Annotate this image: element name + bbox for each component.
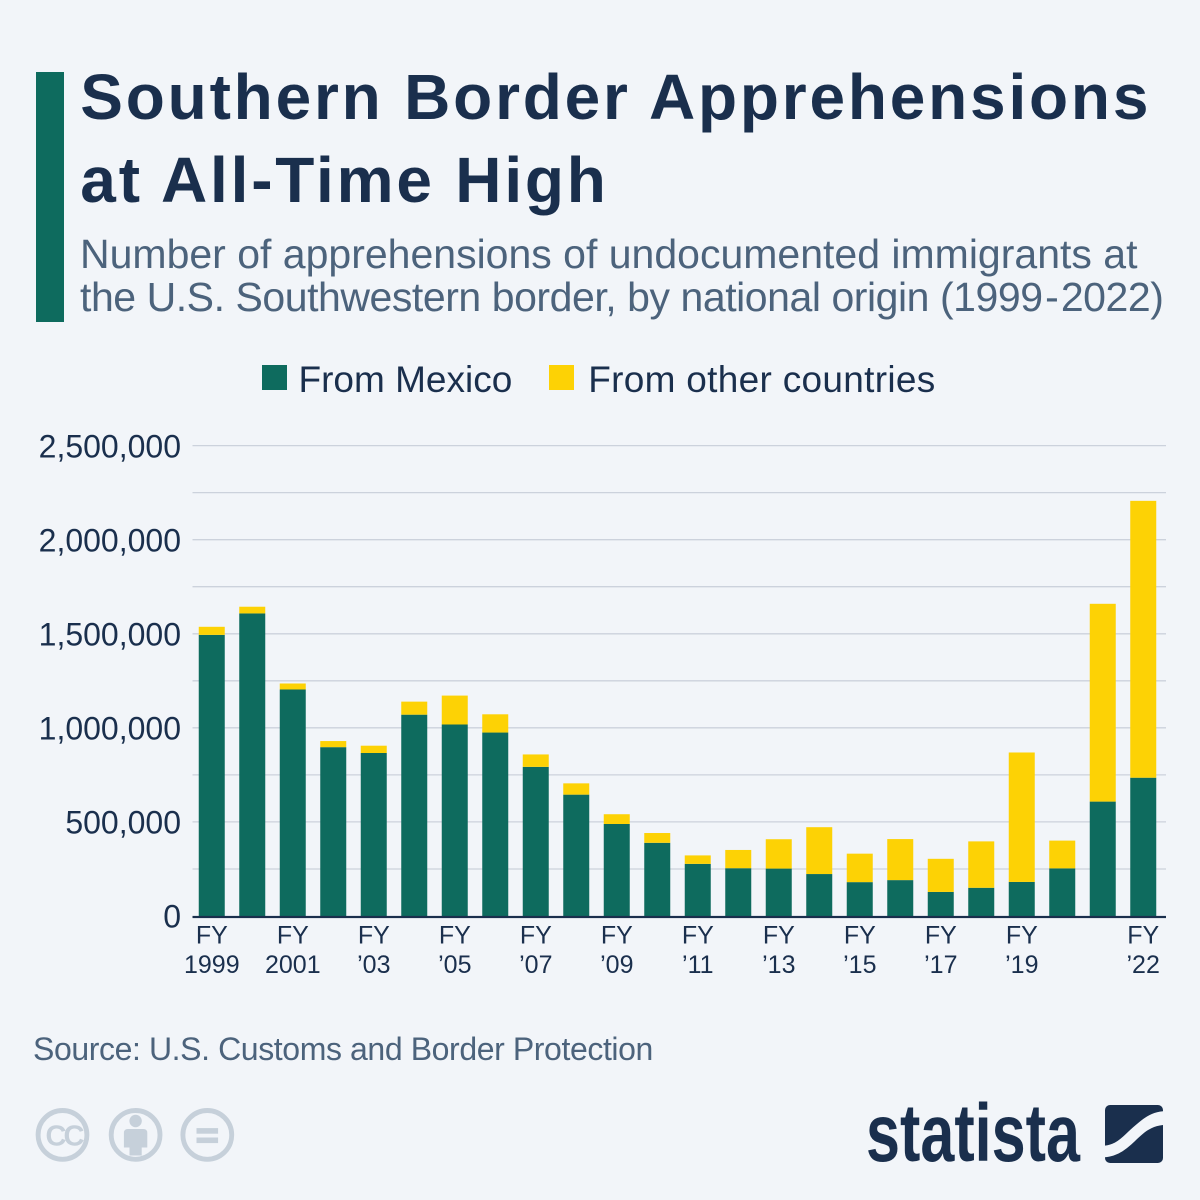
svg-text:CC: CC — [46, 1120, 85, 1152]
svg-text:2,500,000: 2,500,000 — [39, 428, 181, 464]
svg-text:FY: FY — [277, 922, 309, 950]
svg-text:FY: FY — [358, 922, 390, 950]
svg-text:0: 0 — [163, 899, 181, 935]
svg-text:’03: ’03 — [357, 951, 390, 979]
svg-text:’09: ’09 — [600, 951, 633, 979]
svg-text:’05: ’05 — [438, 951, 471, 979]
svg-text:1,000,000: 1,000,000 — [39, 711, 181, 747]
svg-text:’13: ’13 — [762, 951, 795, 979]
svg-text:FY: FY — [439, 922, 471, 950]
svg-text:FY: FY — [1127, 922, 1159, 950]
svg-text:’07: ’07 — [519, 951, 552, 979]
svg-text:’22: ’22 — [1127, 951, 1160, 979]
svg-text:2,000,000: 2,000,000 — [39, 522, 181, 558]
svg-text:FY: FY — [925, 922, 957, 950]
svg-text:FY: FY — [1006, 922, 1038, 950]
svg-text:statista: statista — [866, 1088, 1081, 1175]
svg-text:2001: 2001 — [265, 951, 321, 979]
svg-text:FY: FY — [520, 922, 552, 950]
svg-text:FY: FY — [763, 922, 795, 950]
svg-text:’19: ’19 — [1005, 951, 1038, 979]
svg-text:’15: ’15 — [843, 951, 876, 979]
svg-text:1,500,000: 1,500,000 — [39, 617, 181, 653]
svg-text:500,000: 500,000 — [65, 805, 181, 841]
svg-text:’17: ’17 — [924, 951, 957, 979]
svg-text:FY: FY — [682, 922, 714, 950]
svg-text:FY: FY — [844, 922, 876, 950]
svg-text:FY: FY — [601, 922, 633, 950]
svg-text:1999: 1999 — [184, 951, 240, 979]
svg-text:’11: ’11 — [682, 951, 714, 979]
svg-text:FY: FY — [196, 922, 228, 950]
